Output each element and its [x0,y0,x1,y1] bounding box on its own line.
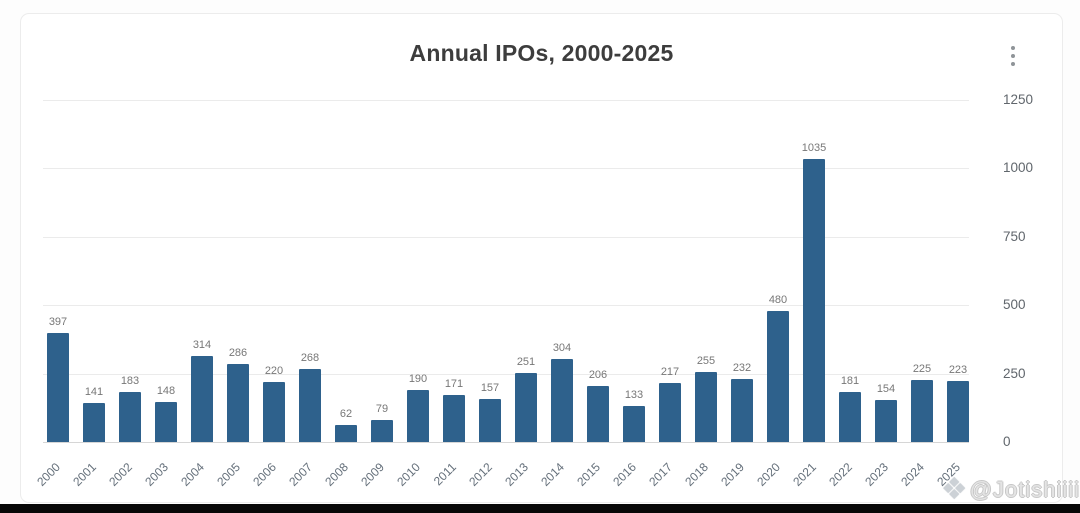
x-axis-tick-label: 2025 [934,460,963,489]
bar-2010 [407,390,429,442]
bar-value-label: 190 [408,373,428,386]
bar-value-label: 286 [228,346,248,359]
x-axis-tick-label: 2015 [574,460,603,489]
x-axis-tick-label: 2023 [862,460,891,489]
bar-2009 [371,420,393,442]
bar-value-label: 217 [660,365,680,378]
bar-2011 [443,395,465,442]
bar-2003 [155,401,177,442]
chart-card: Annual IPOs, 2000-2025 0 250 500 750 1000 125… [20,13,1063,503]
bar-value-label: 397 [48,316,68,329]
bar-2015 [587,385,609,442]
bar-2001 [83,403,105,442]
x-axis-tick-label: 2005 [214,460,243,489]
chart-title: Annual IPOs, 2000-2025 [409,40,674,66]
bar-2007 [299,368,321,442]
bar-value-label: 223 [948,363,968,376]
x-axis-tick-label: 2009 [358,460,387,489]
x-axis-tick-label: 2004 [178,460,207,489]
x-axis-tick-label: 2019 [718,460,747,489]
bar-value-label: 480 [768,293,788,306]
x-axis-tick-label: 2017 [646,460,675,489]
x-axis-tick-label: 2021 [790,460,819,489]
bar-value-label: 304 [552,341,572,354]
bar-2013 [515,373,537,442]
gridline-y-500 [43,305,969,307]
x-axis-tick-label: 2007 [286,460,315,489]
x-axis-tick-label: 2012 [466,460,495,489]
x-axis-tick-label: 2006 [250,460,279,489]
bar-2021 [803,158,825,442]
bar-value-label: 225 [912,363,932,376]
bar-value-label: 148 [156,384,176,397]
bottom-black-strip [0,504,1080,513]
x-axis-tick-label: 2003 [142,460,171,489]
bar-2020 [767,310,789,442]
x-axis-tick-label: 2018 [682,460,711,489]
bar-2023 [875,399,897,442]
kebab-menu-icon[interactable] [1006,41,1020,71]
x-axis-tick-label: 2008 [322,460,351,489]
bar-2005 [227,363,249,442]
gridline-y-1250 [43,100,969,101]
bar-2012 [479,399,501,442]
y-axis-tick-label: 1250 [1003,92,1034,107]
x-axis-tick-label: 2016 [610,460,639,489]
bar-value-label: 232 [732,361,752,374]
bar-value-label: 157 [480,382,500,395]
bar-value-label: 154 [876,382,896,395]
bar-value-label: 268 [300,351,320,364]
x-axis-tick-label: 2024 [898,460,927,489]
bar-value-label: 133 [624,388,644,401]
x-axis-tick-label: 2014 [538,460,567,489]
bar-value-label: 251 [516,356,536,369]
bar-2008 [335,425,357,442]
bar-2004 [191,356,213,442]
gridline-y-1000 [43,168,969,170]
y-axis-tick-label: 750 [1003,228,1026,244]
bar-value-label: 220 [264,364,284,377]
bar-2016 [623,405,645,442]
kebab-dot [1011,54,1015,58]
bar-2000 [47,333,69,442]
bar-2022 [839,392,861,442]
x-axis-tick-label: 2000 [34,460,63,489]
bar-2002 [119,391,141,442]
x-axis-tick-label: 2002 [106,460,135,489]
kebab-dot [1011,62,1015,66]
bar-value-label: 1035 [801,141,827,154]
kebab-dot [1011,46,1015,50]
gridline-y-0 [43,442,969,443]
bar-value-label: 141 [84,386,104,399]
x-axis-tick-label: 2013 [502,460,531,489]
y-axis-tick-label: 1000 [1003,160,1034,176]
x-axis-tick-label: 2022 [826,460,855,489]
bar-value-label: 181 [840,375,860,388]
bar-2014 [551,358,573,442]
bar-2006 [263,381,285,442]
gridline-y-750 [43,236,969,238]
x-axis-tick-label: 2011 [430,460,459,489]
bar-2018 [695,372,717,442]
y-axis-tick-label: 250 [1003,365,1026,381]
y-axis-tick-label: 500 [1003,297,1026,313]
x-axis-tick-label: 2010 [394,460,423,489]
x-axis-tick-label: 2020 [754,460,783,489]
bar-value-label: 183 [120,374,140,387]
bar-value-label: 79 [375,403,389,416]
bar-2025 [947,381,969,442]
bar-value-label: 255 [696,355,716,368]
bar-value-label: 314 [192,339,212,352]
x-axis-tick-label: 2001 [70,460,99,489]
bar-chart-plot-area: 0 250 500 750 1000 1250 397 2000 141 2001 183 2002 1… [34,92,1033,489]
bar-value-label: 171 [444,378,464,391]
bar-value-label: 206 [588,368,608,381]
bar-2019 [731,378,753,442]
gridline-y-250 [43,373,969,375]
bar-2024 [911,380,933,442]
bar-value-label: 62 [339,408,353,421]
bar-2017 [659,382,681,442]
y-axis-tick-label: 0 [1003,434,1011,449]
